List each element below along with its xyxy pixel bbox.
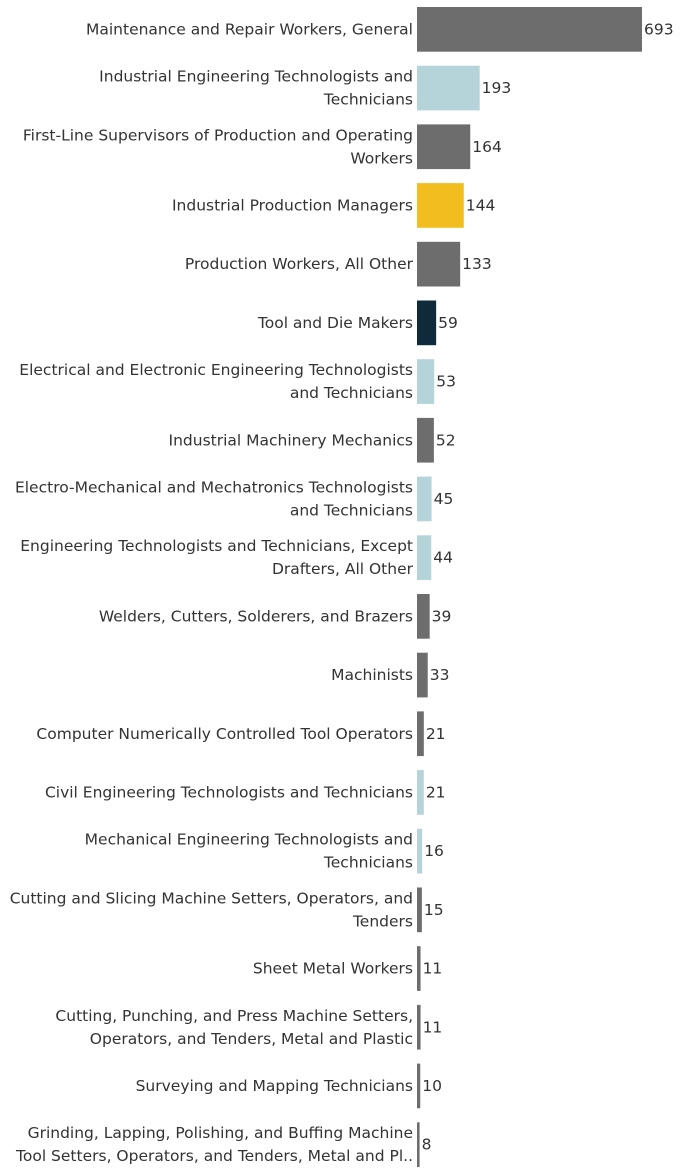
category-label-line: and Technicians	[290, 501, 413, 519]
category-label-line: Machinists	[331, 666, 413, 684]
category-label-16: Sheet Metal Workers	[253, 960, 413, 978]
value-labels: 693 193 164 144 133 59 53 52 45 44 39 33 21 21 16 15 11 1…	[422, 20, 674, 1153]
category-label-14: Mechanical Engineering Technologists and…	[85, 831, 413, 872]
category-label-line: Cutting, Punching, and Press Machine Set…	[55, 1007, 413, 1025]
bar-6	[417, 359, 435, 404]
category-label-line: and Technicians	[290, 384, 413, 402]
category-label-19: Grinding, Lapping, Polishing, and Buffin…	[15, 1124, 413, 1165]
category-label-line: Electro-Mechanical and Mechatronics Tech…	[15, 478, 413, 496]
bar-11	[417, 652, 428, 698]
value-label-12: 21	[426, 725, 446, 743]
value-label-3: 144	[466, 196, 496, 214]
value-label-4: 133	[462, 255, 492, 273]
bar-7	[417, 417, 434, 463]
value-label-2: 164	[472, 138, 502, 156]
value-label-6: 53	[436, 373, 456, 391]
category-label-line: Surveying and Mapping Technicians	[136, 1077, 413, 1095]
category-label-line: Electrical and Electronic Engineering Te…	[19, 361, 413, 379]
bar-9	[417, 535, 432, 580]
category-label-line: Welders, Cutters, Solderers, and Brazers	[99, 607, 413, 625]
category-label-line: Grinding, Lapping, Polishing, and Buffin…	[28, 1124, 413, 1142]
value-label-18: 10	[422, 1077, 442, 1095]
category-label-1: Industrial Engineering Technologists and…	[99, 68, 413, 109]
category-labels: Maintenance and Repair Workers, General I…	[10, 20, 414, 1165]
category-label-line: Tenders	[352, 912, 413, 930]
bar-13	[417, 770, 424, 815]
bars	[417, 7, 642, 1167]
category-label-line: Tool Setters, Operators, and Tenders, Me…	[15, 1147, 413, 1165]
category-label-line: Operators, and Tenders, Metal and Plasti…	[90, 1030, 413, 1048]
value-label-16: 11	[423, 960, 443, 978]
category-label-line: Production Workers, All Other	[185, 255, 414, 273]
category-label-line: Tool and Die Makers	[257, 314, 413, 332]
value-label-8: 45	[434, 490, 454, 508]
bar-1	[417, 65, 480, 111]
category-label-line: Maintenance and Repair Workers, General	[86, 20, 413, 38]
value-label-11: 33	[430, 666, 450, 684]
bar-17	[417, 1004, 421, 1050]
category-label-line: Sheet Metal Workers	[253, 960, 413, 978]
value-label-10: 39	[432, 607, 452, 625]
category-label-0: Maintenance and Repair Workers, General	[86, 20, 413, 38]
category-label-4: Production Workers, All Other	[185, 255, 414, 273]
bar-19	[417, 1122, 420, 1167]
category-label-12: Computer Numerically Controlled Tool Ope…	[36, 725, 413, 743]
category-label-3: Industrial Production Managers	[172, 196, 413, 214]
category-label-line: First-Line Supervisors of Production and…	[23, 126, 413, 144]
bar-14	[417, 828, 423, 874]
value-label-5: 59	[438, 314, 458, 332]
category-label-9: Engineering Technologists and Technician…	[20, 537, 413, 578]
value-label-7: 52	[436, 431, 456, 449]
bar-12	[417, 711, 424, 757]
category-label-line: Workers	[350, 149, 413, 167]
category-label-line: Cutting and Slicing Machine Setters, Ope…	[10, 889, 413, 907]
value-label-9: 44	[433, 549, 453, 567]
bar-3	[417, 183, 464, 228]
category-label-18: Surveying and Mapping Technicians	[136, 1077, 413, 1095]
category-label-line: Technicians	[323, 91, 413, 109]
category-label-2: First-Line Supervisors of Production and…	[23, 126, 413, 167]
bar-18	[417, 1063, 421, 1109]
value-label-13: 21	[426, 783, 446, 801]
value-label-1: 193	[482, 79, 512, 97]
category-label-17: Cutting, Punching, and Press Machine Set…	[55, 1007, 413, 1048]
value-label-19: 8	[422, 1136, 432, 1154]
category-label-5: Tool and Die Makers	[257, 314, 413, 332]
category-label-8: Electro-Mechanical and Mechatronics Tech…	[15, 478, 413, 519]
category-label-line: Industrial Engineering Technologists and	[99, 68, 413, 86]
bar-16	[417, 946, 421, 991]
value-label-14: 16	[424, 842, 444, 860]
bar-4	[417, 241, 461, 287]
category-label-15: Cutting and Slicing Machine Setters, Ope…	[10, 889, 413, 930]
category-label-7: Industrial Machinery Mechanics	[169, 431, 413, 449]
category-label-line: Mechanical Engineering Technologists and	[85, 831, 413, 849]
category-label-line: Industrial Machinery Mechanics	[169, 431, 413, 449]
value-label-15: 15	[424, 901, 444, 919]
category-label-6: Electrical and Electronic Engineering Te…	[19, 361, 413, 402]
bar-8	[417, 476, 432, 522]
category-label-13: Civil Engineering Technologists and Tech…	[45, 783, 413, 801]
category-label-11: Machinists	[331, 666, 413, 684]
category-label-line: Engineering Technologists and Technician…	[20, 537, 413, 555]
category-label-line: Drafters, All Other	[272, 560, 414, 578]
bar-15	[417, 887, 422, 933]
bar-5	[417, 300, 437, 346]
category-label-10: Welders, Cutters, Solderers, and Brazers	[99, 607, 413, 625]
bar-2	[417, 124, 471, 170]
category-label-line: Technicians	[323, 854, 413, 872]
value-label-17: 11	[423, 1018, 443, 1036]
category-label-line: Civil Engineering Technologists and Tech…	[45, 783, 413, 801]
value-label-0: 693	[644, 20, 674, 38]
category-label-line: Computer Numerically Controlled Tool Ope…	[36, 725, 413, 743]
category-label-line: Industrial Production Managers	[172, 196, 413, 214]
bar-10	[417, 594, 430, 639]
bar-0	[417, 7, 642, 52]
